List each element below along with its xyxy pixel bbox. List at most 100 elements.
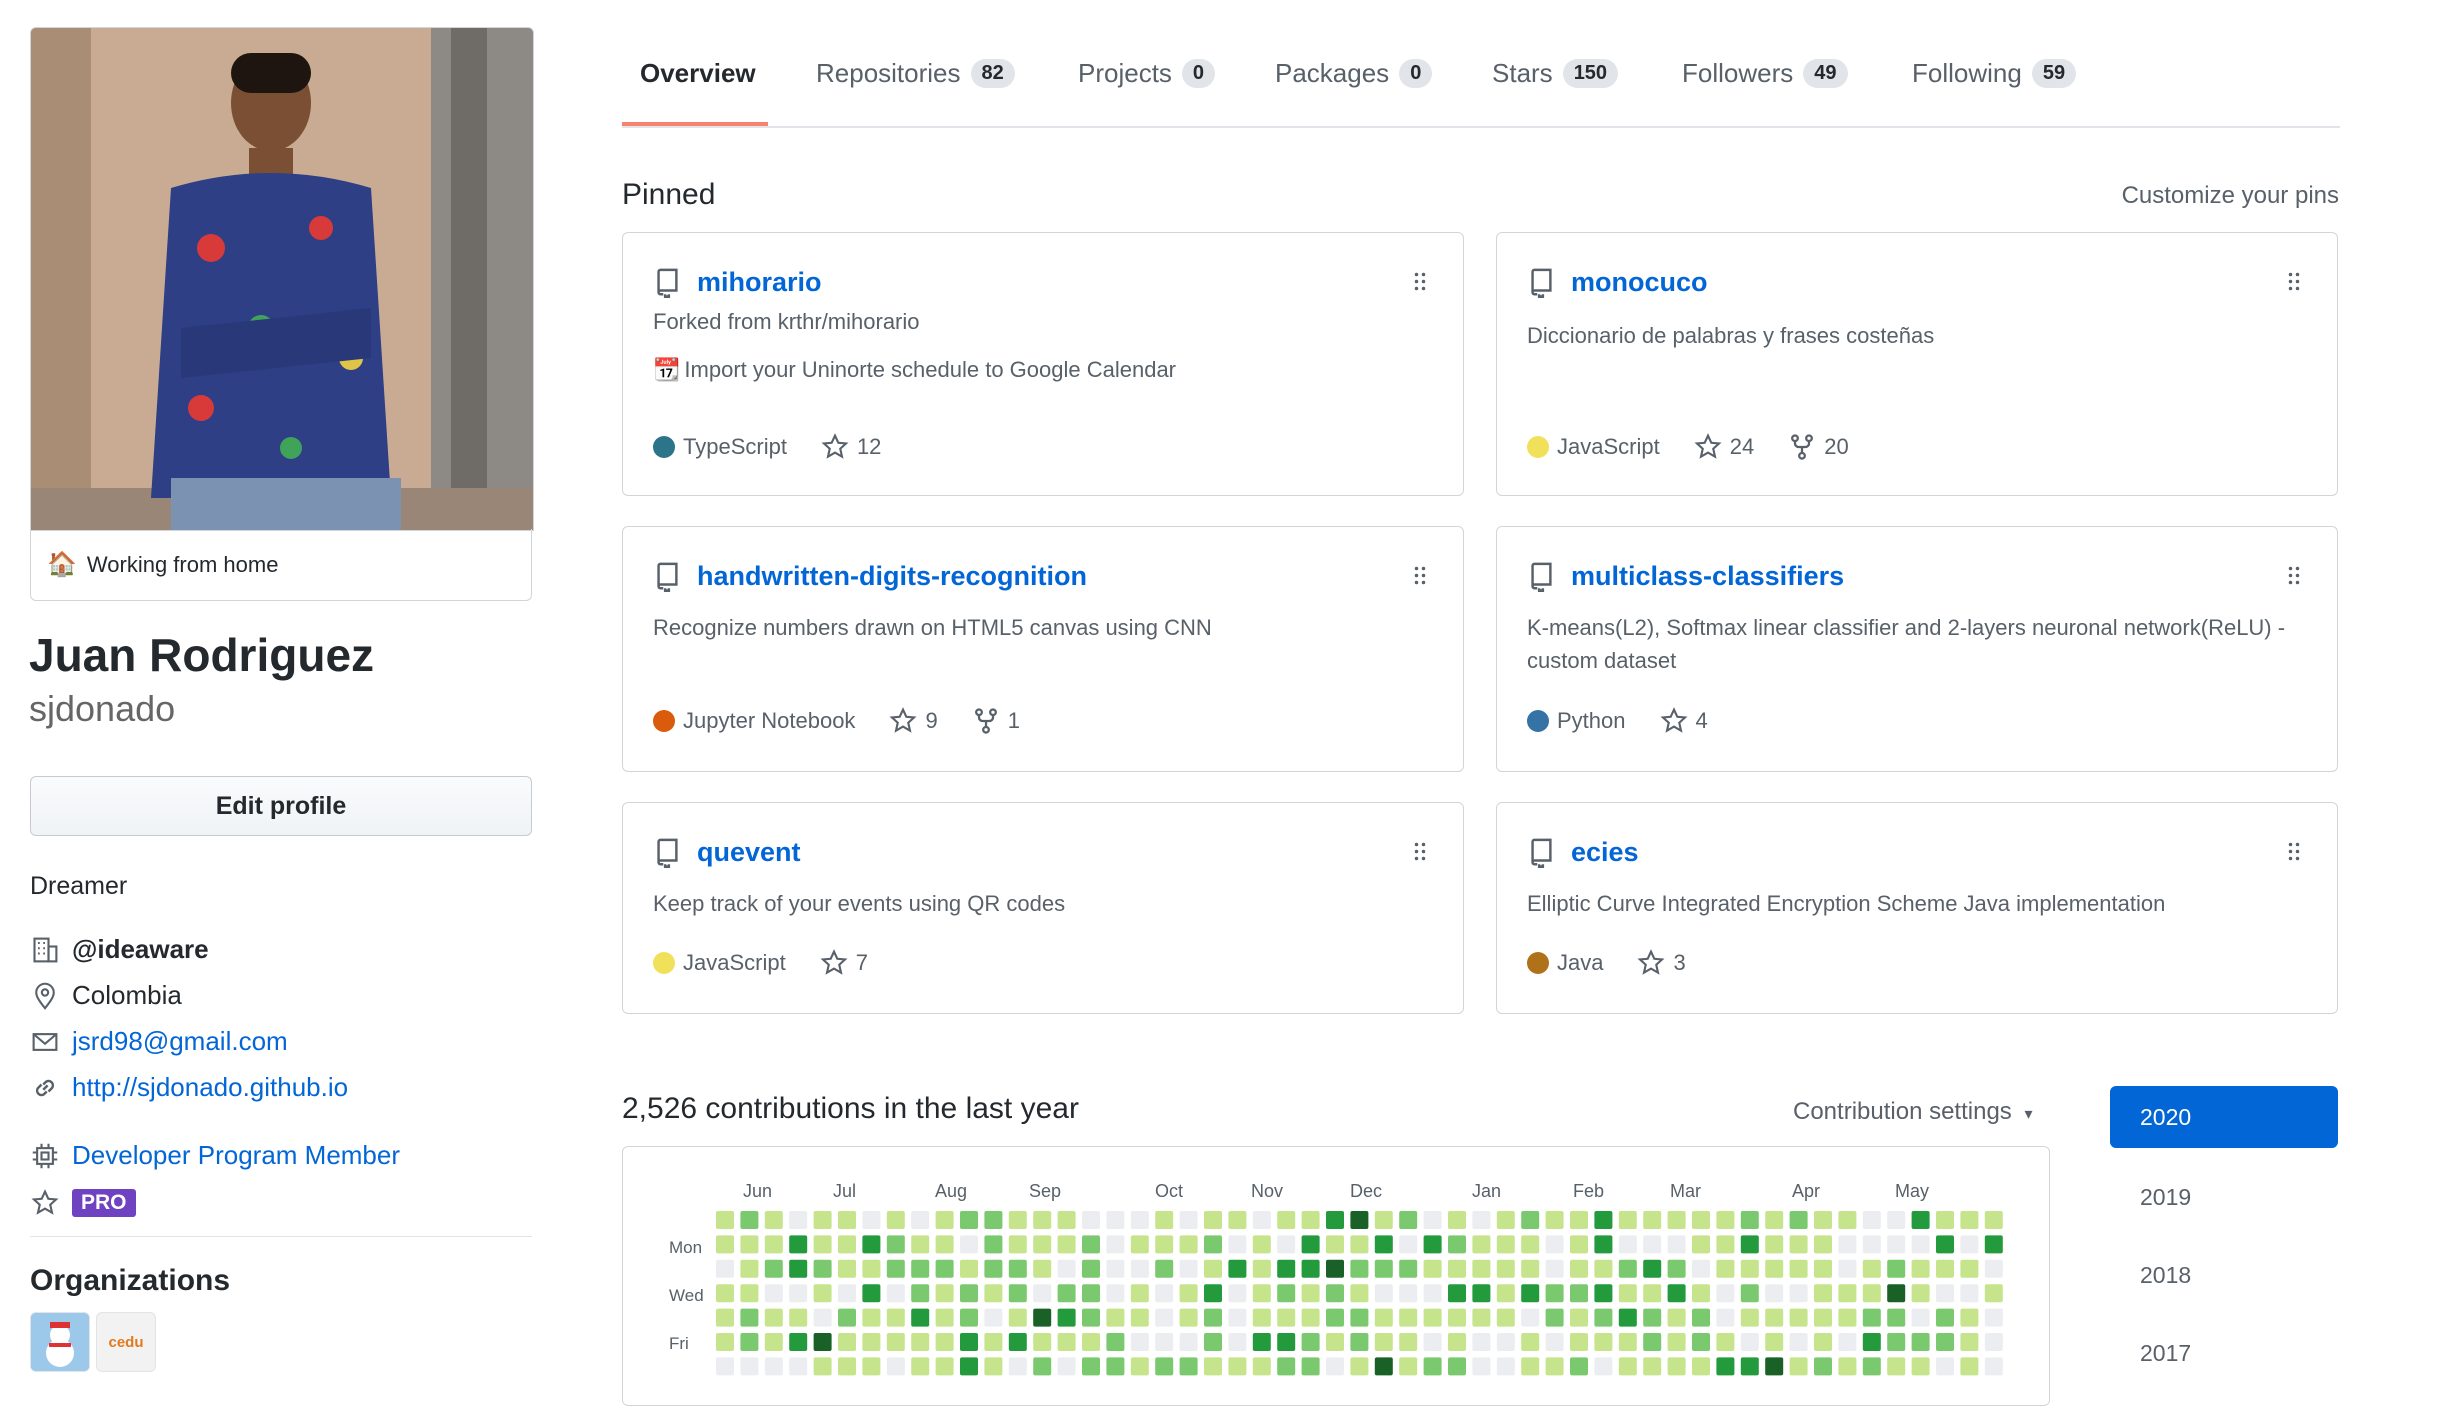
contribution-day[interactable] xyxy=(1228,1357,1247,1376)
contribution-day[interactable] xyxy=(862,1211,881,1229)
contribution-day[interactable] xyxy=(740,1333,759,1351)
contribution-day[interactable] xyxy=(1838,1284,1857,1303)
contribution-day[interactable] xyxy=(960,1235,978,1254)
contribution-day[interactable] xyxy=(1814,1357,1832,1376)
contribution-day[interactable] xyxy=(1838,1235,1857,1254)
contribution-day[interactable] xyxy=(1399,1284,1418,1303)
contribution-day[interactable] xyxy=(764,1259,783,1278)
contribution-day[interactable] xyxy=(984,1308,1003,1327)
contribution-day[interactable] xyxy=(740,1308,759,1327)
contribution-day[interactable] xyxy=(935,1284,954,1303)
contribution-day[interactable] xyxy=(1716,1259,1735,1278)
contribution-day[interactable] xyxy=(1521,1357,1540,1376)
profile-avatar[interactable] xyxy=(30,27,534,531)
contribution-day[interactable] xyxy=(1399,1235,1418,1254)
contribution-day[interactable] xyxy=(1252,1235,1271,1254)
contribution-day[interactable] xyxy=(862,1357,881,1376)
contribution-day[interactable] xyxy=(1130,1333,1149,1351)
contribution-day[interactable] xyxy=(1350,1308,1369,1327)
contribution-day[interactable] xyxy=(1838,1211,1857,1229)
contribution-day[interactable] xyxy=(764,1333,783,1351)
contribution-day[interactable] xyxy=(1740,1284,1759,1303)
tab-followers[interactable]: Followers 49 xyxy=(1682,58,1848,89)
contribution-day[interactable] xyxy=(1838,1333,1857,1351)
contribution-day[interactable] xyxy=(1862,1259,1881,1278)
contribution-day[interactable] xyxy=(1643,1284,1662,1303)
contribution-day[interactable] xyxy=(1643,1308,1662,1327)
contribution-day[interactable] xyxy=(886,1308,905,1327)
contribution-day[interactable] xyxy=(1911,1259,1930,1278)
contribution-day[interactable] xyxy=(1789,1308,1808,1327)
contribution-day[interactable] xyxy=(1277,1235,1296,1254)
contribution-day[interactable] xyxy=(789,1235,808,1254)
contribution-day[interactable] xyxy=(1423,1333,1442,1351)
pro-badge[interactable]: PRO xyxy=(72,1189,136,1217)
contribution-day[interactable] xyxy=(1472,1259,1491,1278)
email-link[interactable]: jsrd98@gmail.com xyxy=(72,1026,288,1056)
contribution-day[interactable] xyxy=(1448,1308,1466,1327)
contribution-day[interactable] xyxy=(1692,1308,1710,1327)
contribution-day[interactable] xyxy=(1570,1357,1588,1376)
contribution-day[interactable] xyxy=(1838,1259,1857,1278)
contribution-day[interactable] xyxy=(1252,1357,1271,1376)
contribution-day[interactable] xyxy=(1448,1235,1466,1254)
contribution-day[interactable] xyxy=(911,1211,930,1229)
contribution-day[interactable] xyxy=(1594,1235,1613,1254)
contribution-day[interactable] xyxy=(1594,1259,1613,1278)
contribution-day[interactable] xyxy=(911,1333,930,1351)
contribution-day[interactable] xyxy=(813,1235,832,1254)
contribution-day[interactable] xyxy=(1399,1259,1418,1278)
contribution-day[interactable] xyxy=(1252,1259,1271,1278)
contribution-day[interactable] xyxy=(1204,1308,1222,1327)
contribution-day[interactable] xyxy=(813,1357,832,1376)
contribution-day[interactable] xyxy=(1472,1235,1491,1254)
contribution-day[interactable] xyxy=(960,1259,978,1278)
contribution-day[interactable] xyxy=(984,1259,1003,1278)
contribution-day[interactable] xyxy=(1350,1211,1369,1229)
repo-stars-link[interactable]: 24 xyxy=(1694,433,1754,461)
contribution-day[interactable] xyxy=(1204,1333,1222,1351)
contribution-day[interactable] xyxy=(1472,1333,1491,1351)
repo-name-link[interactable]: ecies xyxy=(1527,837,1639,868)
contribution-day[interactable] xyxy=(1911,1308,1930,1327)
contribution-day[interactable] xyxy=(1130,1235,1149,1254)
repo-stars-link[interactable]: 12 xyxy=(821,433,881,461)
contribution-day[interactable] xyxy=(838,1235,856,1254)
contribution-day[interactable] xyxy=(1204,1357,1222,1376)
contribution-day[interactable] xyxy=(1228,1235,1247,1254)
contribution-day[interactable] xyxy=(984,1284,1003,1303)
contribution-day[interactable] xyxy=(1301,1284,1320,1303)
contribution-day[interactable] xyxy=(1643,1357,1662,1376)
contribution-day[interactable] xyxy=(1179,1333,1198,1351)
contribution-day[interactable] xyxy=(764,1211,783,1229)
contribution-day[interactable] xyxy=(1057,1284,1076,1303)
contribution-day[interactable] xyxy=(1423,1357,1442,1376)
tab-following[interactable]: Following 59 xyxy=(1912,58,2077,89)
contribution-day[interactable] xyxy=(1570,1211,1588,1229)
contribution-day[interactable] xyxy=(862,1284,881,1303)
contribution-day[interactable] xyxy=(1618,1308,1637,1327)
contribution-day[interactable] xyxy=(1716,1235,1735,1254)
contribution-day[interactable] xyxy=(1643,1259,1662,1278)
contribution-day[interactable] xyxy=(1618,1284,1637,1303)
contribution-day[interactable] xyxy=(1252,1284,1271,1303)
contribution-day[interactable] xyxy=(1008,1259,1027,1278)
contribution-day[interactable] xyxy=(1984,1284,2003,1303)
contribution-day[interactable] xyxy=(1765,1284,1784,1303)
contribution-day[interactable] xyxy=(1277,1357,1296,1376)
drag-handle-icon[interactable] xyxy=(1413,271,1427,293)
developer-program-link[interactable]: Developer Program Member xyxy=(72,1140,401,1170)
contribution-day[interactable] xyxy=(1545,1284,1564,1303)
contribution-day[interactable] xyxy=(1887,1357,1906,1376)
contribution-day[interactable] xyxy=(1204,1235,1222,1254)
contribution-day[interactable] xyxy=(1326,1259,1344,1278)
contribution-day[interactable] xyxy=(1326,1308,1344,1327)
contribution-day[interactable] xyxy=(1496,1284,1515,1303)
contribution-day[interactable] xyxy=(1521,1284,1540,1303)
contribution-day[interactable] xyxy=(1789,1357,1808,1376)
contribution-day[interactable] xyxy=(1350,1235,1369,1254)
contribution-day[interactable] xyxy=(1594,1284,1613,1303)
contribution-day[interactable] xyxy=(1814,1259,1832,1278)
contribution-day[interactable] xyxy=(886,1333,905,1351)
contribution-day[interactable] xyxy=(1960,1284,1979,1303)
